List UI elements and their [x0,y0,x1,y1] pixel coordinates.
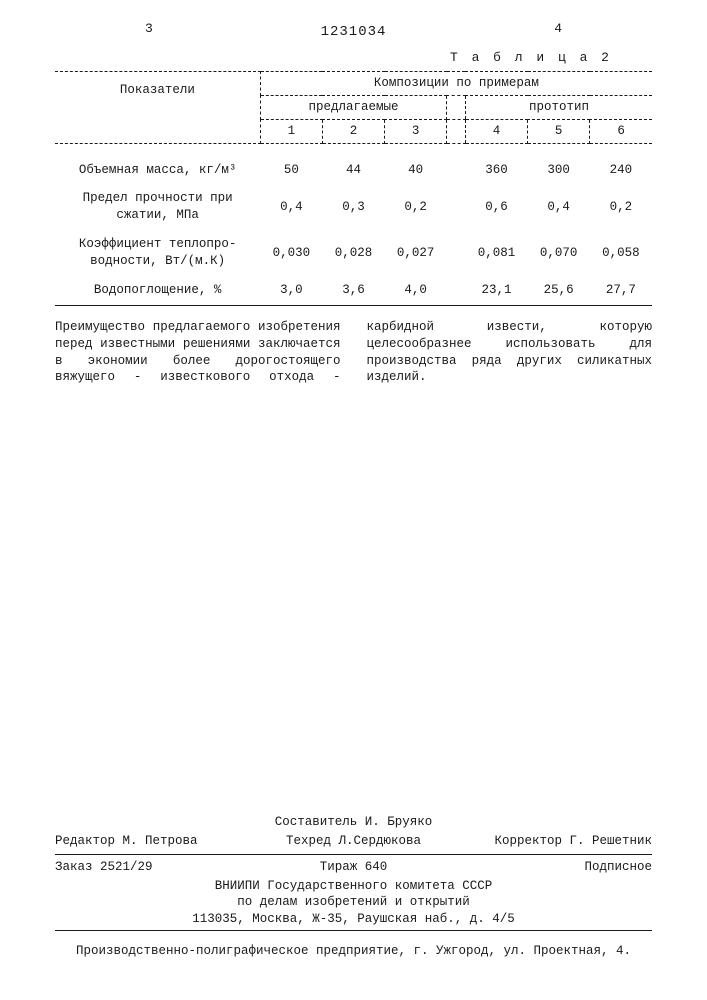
press: Производственно-полиграфическое предприя… [55,943,652,960]
corrector: Корректор Г. Решетник [453,833,652,850]
cell: 40 [385,156,447,185]
body-text: Преимущество предлагаемого изобретения п… [55,319,652,387]
page-number-right: 4 [554,20,562,38]
cell: 0,2 [590,184,652,230]
order: Заказ 2521/29 [55,859,254,876]
colophon: Составитель И. Бруяко Редактор М. Петров… [55,814,652,960]
cell: 0,081 [465,230,527,276]
gap-cell [447,95,466,119]
cell: 23,1 [465,276,527,305]
cell: 0,028 [322,230,384,276]
org-line-1: ВНИИПИ Государственного комитета СССР [55,878,652,895]
col-header-main: Показатели [55,71,260,143]
colnum-gap [447,119,466,143]
table-row: Водопоглощение, %3,03,64,0 23,125,627,7 [55,276,652,305]
cell: 0,3 [322,184,384,230]
table-row: Предел прочности при сжатии, МПа0,40,30,… [55,184,652,230]
colnum-1: 1 [260,119,322,143]
table-row: Коэффициент теплопро- водности, Вт/(м.К)… [55,230,652,276]
table-caption: Т а б л и ц а 2 [55,49,612,67]
row-label: Водопоглощение, % [55,276,260,305]
gap-cell [447,276,466,305]
divider-2 [55,930,652,931]
cell: 360 [465,156,527,185]
subgroup-left: предлагаемые [260,95,447,119]
colnum-5: 5 [528,119,590,143]
cell: 3,0 [260,276,322,305]
cell: 25,6 [528,276,590,305]
row-label: Коэффициент теплопро- водности, Вт/(м.К) [55,230,260,276]
subscr: Подписное [453,859,652,876]
page: 3 4 1231034 Т а б л и ц а 2 Показатели К… [0,0,707,1000]
cell: 4,0 [385,276,447,305]
data-table: Показатели Композиции по примерам предла… [55,71,652,307]
cell: 50 [260,156,322,185]
colnum-6: 6 [590,119,652,143]
techred: Техред Л.Сердюкова [254,833,453,850]
cell: 27,7 [590,276,652,305]
row-label: Предел прочности при сжатии, МПа [55,184,260,230]
cell: 3,6 [322,276,384,305]
col-header-group: Композиции по примерам [260,71,652,95]
tirage: Тираж 640 [254,859,453,876]
gap-cell [447,156,466,185]
cell: 0,058 [590,230,652,276]
colnum-4: 4 [465,119,527,143]
cell: 300 [528,156,590,185]
gap-cell [447,184,466,230]
org-line-3: 113035, Москва, Ж-35, Раушская наб., д. … [55,911,652,928]
cell: 240 [590,156,652,185]
page-number-left: 3 [145,20,153,38]
compiler: Составитель И. Бруяко [55,814,652,831]
cell: 44 [322,156,384,185]
cell: 0,030 [260,230,322,276]
row-label: Объемная масса, кг/м³ [55,156,260,185]
cell: 0,027 [385,230,447,276]
cell: 0,4 [528,184,590,230]
cell: 0,4 [260,184,322,230]
colnum-2: 2 [322,119,384,143]
org-line-2: по делам изобретений и открытий [55,894,652,911]
cell: 0,6 [465,184,527,230]
divider-1 [55,854,652,855]
gap-cell [447,230,466,276]
cell: 0,070 [528,230,590,276]
cell: 0,2 [385,184,447,230]
colnum-3: 3 [385,119,447,143]
subgroup-right: прототип [465,95,652,119]
editor: Редактор М. Петрова [55,833,254,850]
table-row: Объемная масса, кг/м³504440 360300240 [55,156,652,185]
